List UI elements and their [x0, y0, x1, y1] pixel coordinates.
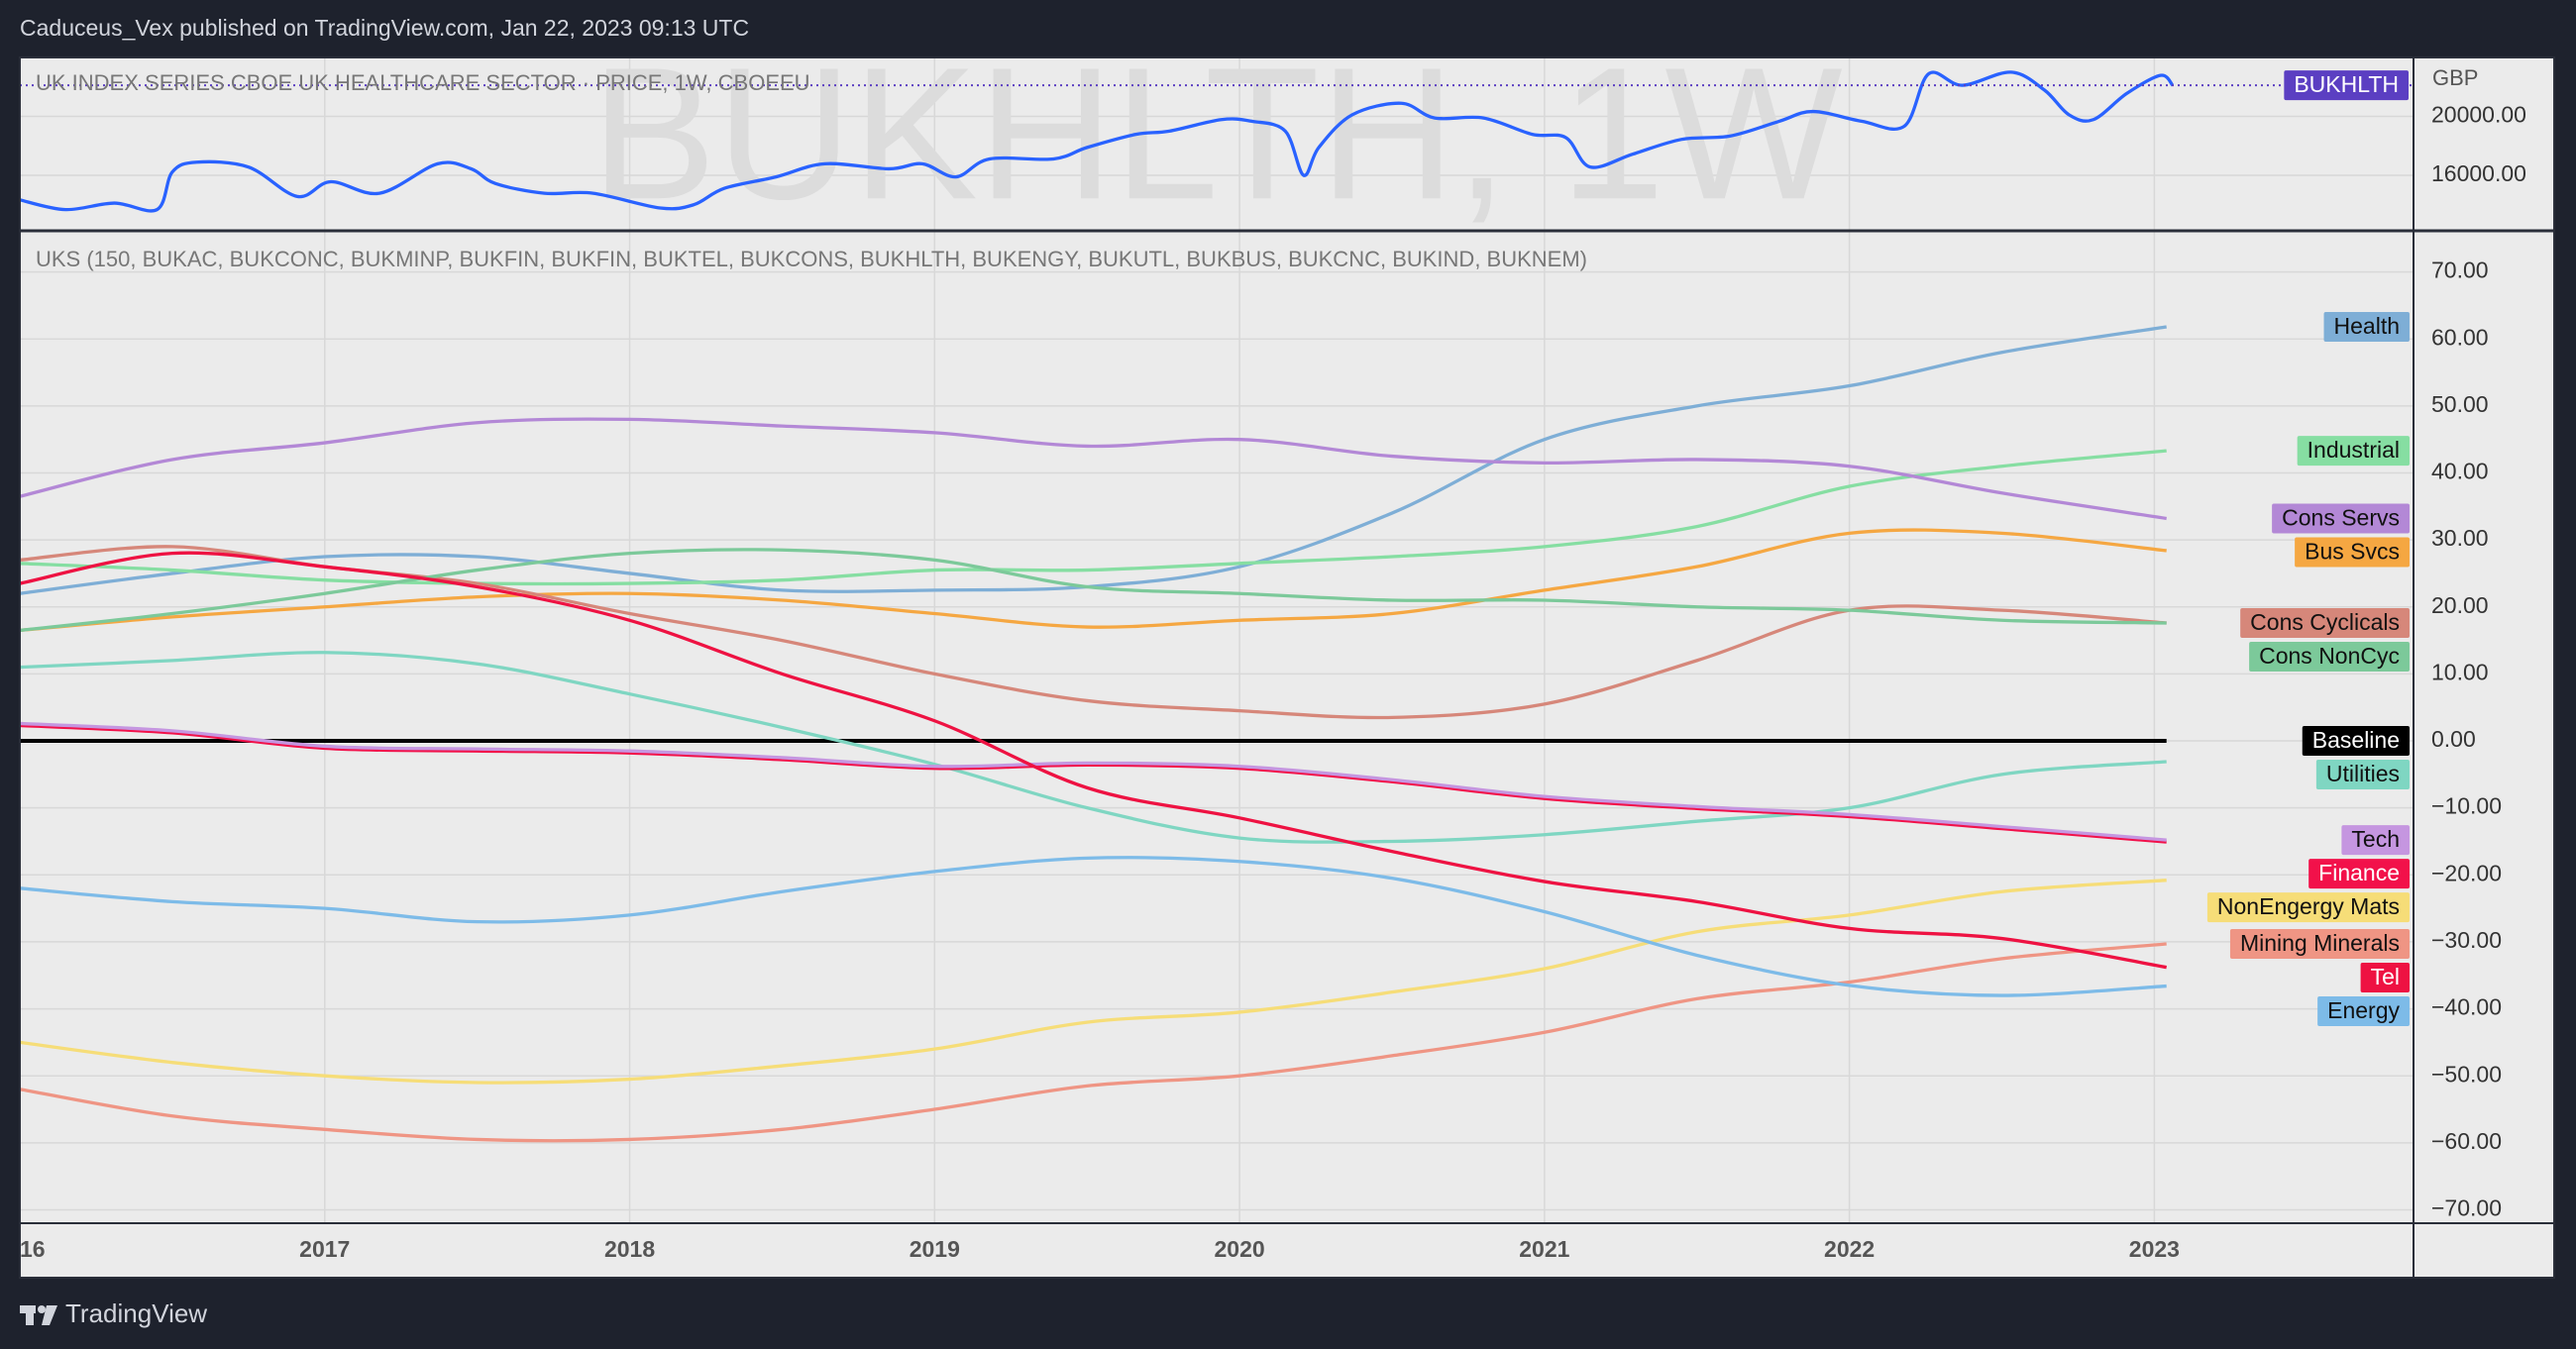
legend-tag [2323, 312, 2410, 343]
series-line [19, 70, 2175, 213]
y-tick-label: 40.00 [2431, 459, 2489, 484]
legend-label: Mining Minerals [2240, 930, 2400, 956]
x-tick-label: 2023 [2129, 1236, 2180, 1262]
legend-tag [2308, 859, 2410, 889]
series-line [19, 548, 2167, 633]
y-tick-label: −50.00 [2431, 1061, 2502, 1087]
legend-label: Bus Svcs [2305, 539, 2400, 565]
legend-tag [2272, 503, 2410, 534]
logo-part [26, 1305, 34, 1325]
y-tick-label: 50.00 [2431, 391, 2489, 417]
y-tick-label: 16000.00 [2431, 160, 2526, 186]
x-tick-label: 2022 [1824, 1236, 1875, 1262]
y-tick-label: 70.00 [2431, 258, 2489, 283]
legend-label: Finance [2318, 860, 2400, 885]
indicator-legend: UKS (150, BUKAC, BUKCONC, BUKMINP, BUKFI… [36, 247, 1587, 271]
legend-label: Cons NonCyc [2259, 643, 2400, 669]
x-tick-label: 2018 [604, 1236, 655, 1262]
y-tick-label: −30.00 [2431, 927, 2502, 953]
x-tick-label: 2019 [910, 1236, 960, 1262]
series-line [19, 721, 2167, 842]
series-line [19, 551, 2167, 970]
y-tick-label: 20.00 [2431, 592, 2489, 618]
legend-label: Tel [2371, 964, 2400, 989]
y-tick-label: −60.00 [2431, 1128, 2502, 1154]
x-tick-label: 16 [20, 1236, 46, 1262]
price-pane-legend: UK INDEX SERIES CBOE UK HEALTHCARE SECTO… [36, 70, 810, 95]
symbol-tag-label: BUKHLTH [2294, 71, 2399, 97]
legend-tag [2315, 760, 2410, 790]
legend-label: Utilities [2326, 761, 2400, 786]
labels-layer: 16000.00 20000.00 BUKHLTH 70.00 60.00 50.00 40… [20, 70, 2526, 1262]
symbol-watermark: BUKHLTH, 1W [590, 29, 1842, 239]
series-line [19, 449, 2167, 586]
y-tick-label: −40.00 [2431, 994, 2502, 1020]
legend-label: Cons Cyclicals [2250, 609, 2400, 635]
logo-part [42, 1305, 57, 1325]
legend-tag [2341, 825, 2410, 856]
series-line [19, 417, 2167, 521]
series-line [19, 528, 2167, 633]
y-tick-label: 0.00 [2431, 726, 2476, 752]
x-tick-label: 2020 [1214, 1236, 1264, 1262]
legend-label: Energy [2327, 997, 2400, 1023]
publish-header: Caduceus_Vex published on TradingView.co… [20, 15, 749, 41]
chart-border [19, 56, 2555, 1279]
y-tick-label: −10.00 [2431, 793, 2502, 819]
currency-label: GBP [2432, 65, 2478, 90]
y-tick-label: 20000.00 [2431, 102, 2526, 128]
legend-tag [2302, 726, 2410, 757]
legend-label: NonEngergy Mats [2217, 893, 2400, 919]
footer-brand: TradingView [65, 1298, 207, 1328]
legend-tag [2317, 995, 2410, 1026]
lines-layer [19, 70, 2414, 1143]
x-tick-label: 2021 [1519, 1236, 1569, 1262]
legend-tag [2240, 607, 2410, 638]
legend-tag [2360, 962, 2410, 992]
legend-label: Cons Servs [2282, 505, 2400, 531]
legend-tag [2295, 537, 2410, 568]
legend-tag [2297, 436, 2410, 467]
y-tick-label: −70.00 [2431, 1195, 2502, 1221]
y-tick-label: −20.00 [2431, 860, 2502, 885]
series-line [19, 942, 2167, 1143]
logo-part [38, 1305, 46, 1313]
y-tick-label: 60.00 [2431, 324, 2489, 350]
legend-label: Industrial [2308, 437, 2400, 463]
x-tick-label: 2017 [299, 1236, 350, 1262]
legend-label: Tech [2351, 826, 2400, 852]
chart-frame [20, 57, 2554, 1278]
series-line [19, 723, 2167, 844]
legend-tag [2229, 928, 2410, 959]
grid-layer [19, 57, 2414, 1223]
series-line [19, 856, 2167, 997]
legend-label: Baseline [2312, 727, 2400, 753]
legend-label: Health [2334, 313, 2400, 339]
tradingview-logo [20, 1305, 57, 1325]
y-tick-label: 10.00 [2431, 659, 2489, 684]
y-tick-label: 30.00 [2431, 525, 2489, 551]
legend-tag [2249, 641, 2410, 672]
symbol-tag [2284, 70, 2409, 101]
legend-tag [2206, 892, 2410, 923]
